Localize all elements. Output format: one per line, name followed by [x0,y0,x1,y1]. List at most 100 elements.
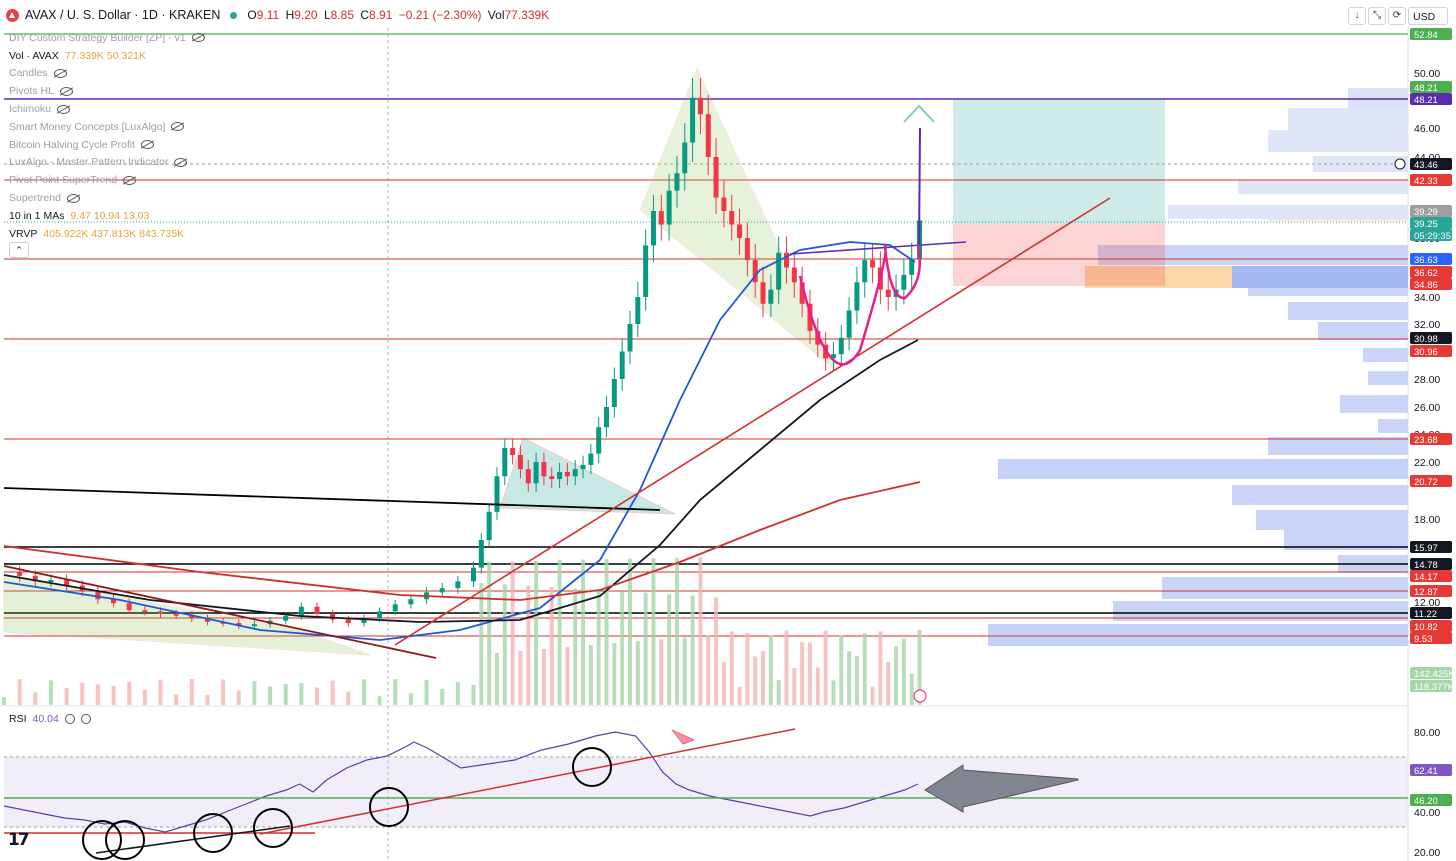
price-badge [1410,174,1452,186]
volume-profile-bar [988,624,1408,646]
candle-body [909,258,915,275]
reset-button[interactable]: ⟳ [1388,7,1406,25]
volume-bar [557,560,562,705]
price-badge [1410,585,1452,597]
rsi-tick-label: 80.00 [1414,727,1440,739]
indicator-row[interactable]: Smart Money Concepts [LuxAlgo] [9,118,205,136]
indicator-row[interactable]: Pivots HL [9,82,205,100]
price-badge-label: 142.425K [1414,669,1455,680]
rsi-header: RSI 40.04 [9,713,91,725]
currency-select[interactable]: USD [1408,7,1448,25]
candle-body [784,252,789,268]
volume-bar [315,687,319,705]
candle-body [815,330,821,345]
hidden-eye-icon[interactable] [174,157,188,167]
rsi-settings-icon[interactable] [64,714,75,724]
hidden-eye-icon[interactable] [66,193,80,203]
scroll-down-button[interactable]: ↓ [1348,7,1366,25]
rsi-circle-marker [193,813,233,853]
candle-body [807,303,813,331]
indicator-row[interactable]: Candles [9,65,205,83]
volume-bar [2,697,6,705]
symbol-title[interactable]: AVAX / U. S. Dollar · 1D · KRAKEN [25,8,221,22]
candle-body [870,260,876,268]
indicator-row[interactable]: Pivot Point SuperTrend [9,171,205,189]
volume-bar [95,684,100,705]
hidden-eye-icon[interactable] [53,68,67,78]
price-badge [1410,205,1452,217]
hidden-eye-icon[interactable] [141,140,155,150]
candle-body [111,599,117,604]
rsi-source-icon[interactable] [80,714,91,724]
volume-bar [142,689,147,705]
volume-bar [479,583,484,705]
price-badge-label: 30.98 [1414,334,1438,345]
candle-body [729,211,735,225]
candle-body [713,157,719,198]
projection-arrow [903,104,935,123]
indicator-row[interactable]: VRVP 405.922K 437.813K 843.735K [9,225,205,243]
volume-bar [252,681,257,705]
price-tick-label: 32.00 [1414,319,1440,331]
candle-body [361,618,367,623]
price-badge-label: 118.377K [1414,682,1455,693]
trendline-red-support [394,197,1111,646]
price-badge [1410,764,1452,776]
candle-body [158,611,163,614]
candle-body [846,310,852,338]
candle-body [564,471,570,477]
indicator-name: Smart Money Concepts [LuxAlgo] [9,120,166,133]
indicator-row[interactable]: Supertrend [9,189,205,207]
rsi-arrow-annotation [924,764,1079,813]
candle-body [455,581,461,589]
volume-bar [534,560,539,705]
rsi-line [3,731,919,833]
hidden-eye-icon[interactable] [123,175,137,185]
volume-bar [886,662,891,705]
price-badge [1410,607,1452,619]
volume-bar [847,651,852,705]
volume-profile-bar [1098,245,1408,265]
hidden-eye-icon[interactable] [171,122,185,132]
candle-body [204,618,210,622]
candle-body [392,604,398,612]
volume-bar [604,559,609,705]
expand-button[interactable]: ⤡ [1368,7,1386,25]
candle-body [517,455,523,470]
hidden-eye-icon[interactable] [57,104,71,114]
candle-body [604,407,610,428]
rsi-circle-marker [82,820,122,860]
volume-bar [596,589,601,705]
volume-bar [761,651,766,705]
candle-body [596,427,602,454]
collapse-legend-button[interactable]: ⌃ [9,242,29,258]
candle-body [478,540,484,568]
rsi-tick-label: 40.00 [1414,807,1440,819]
ma-black [3,339,919,623]
indicator-row[interactable]: DIY Custom Strategy Builder [ZP] · v1 [9,29,205,47]
indicator-row[interactable]: LuxAlgo - Master Pattern Indicator [9,154,205,172]
price-badge-label: 20.72 [1414,477,1438,488]
volume-bar [784,630,789,705]
candle-body [760,282,766,304]
volume-bar [628,558,632,705]
volume-bar [635,641,640,705]
candle-body [674,173,680,191]
candle-body [377,611,383,619]
indicator-row[interactable]: Vol · AVAX 77.339K 50.321K [9,47,205,65]
candle-body [611,379,617,407]
indicator-row[interactable]: Bitcoin Halving Cycle Profit [9,136,205,154]
indicator-row[interactable]: Ichimoku [9,100,205,118]
volume-bar [753,656,758,705]
volume-bar [862,633,867,705]
volume-bar [768,635,773,705]
hidden-eye-icon[interactable] [59,86,73,96]
volume-bar [581,559,586,705]
indicator-row[interactable]: 10 in 1 MAs 9.47 10.94 13.03 [9,207,205,225]
volume-bar [745,633,750,705]
indicator-name: DIY Custom Strategy Builder [ZP] · v1 [9,31,186,44]
hidden-eye-icon[interactable] [191,33,205,43]
volume-bar [424,680,429,705]
tradingview-logo[interactable]: 17 [8,830,30,850]
